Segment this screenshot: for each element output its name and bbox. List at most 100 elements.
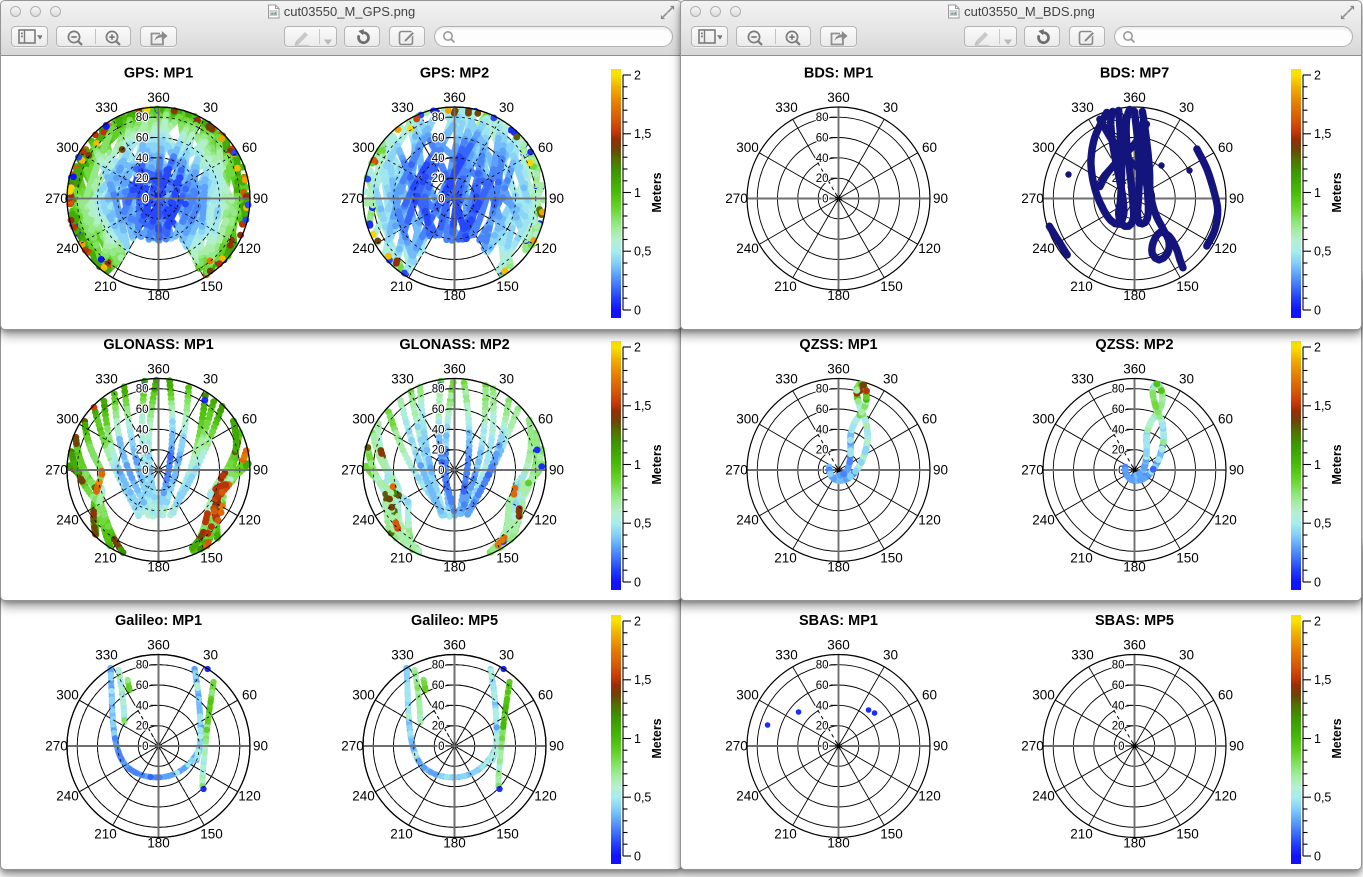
svg-text:300: 300: [352, 688, 375, 703]
svg-text:210: 210: [774, 551, 797, 566]
svg-text:330: 330: [95, 372, 118, 387]
svg-text:150: 150: [880, 551, 903, 566]
svg-text:180: 180: [1123, 836, 1146, 851]
svg-text:30: 30: [883, 648, 898, 663]
svg-text:120: 120: [918, 789, 941, 804]
svg-text:40: 40: [1112, 700, 1125, 712]
svg-text:330: 330: [391, 100, 414, 115]
svg-text:120: 120: [534, 241, 557, 256]
svg-text:0,5: 0,5: [634, 245, 651, 259]
svg-text:0: 0: [142, 465, 148, 477]
svg-text:60: 60: [242, 412, 257, 427]
svg-text:20: 20: [136, 173, 149, 185]
svg-text:GPS: MP2: GPS: MP2: [420, 66, 489, 82]
svg-text:30: 30: [203, 648, 218, 663]
svg-text:270: 270: [45, 463, 68, 478]
svg-text:60: 60: [136, 680, 149, 692]
svg-text:GLONASS: MP1: GLONASS: MP1: [103, 337, 213, 353]
svg-text:150: 150: [200, 551, 223, 566]
svg-text:210: 210: [94, 551, 117, 566]
svg-text:300: 300: [736, 412, 759, 427]
svg-text:0: 0: [822, 741, 828, 753]
svg-text:120: 120: [1214, 513, 1237, 528]
svg-text:2: 2: [1314, 68, 1321, 82]
svg-text:1: 1: [1314, 732, 1321, 746]
svg-text:270: 270: [1021, 739, 1044, 754]
svg-text:0,5: 0,5: [1314, 245, 1331, 259]
svg-text:90: 90: [549, 739, 564, 754]
svg-text:270: 270: [725, 739, 748, 754]
svg-text:2: 2: [1314, 614, 1321, 628]
svg-text:240: 240: [736, 789, 759, 804]
svg-text:80: 80: [1112, 660, 1125, 672]
svg-text:240: 240: [736, 241, 759, 256]
svg-text:60: 60: [816, 404, 829, 416]
svg-text:30: 30: [203, 100, 218, 115]
svg-text:60: 60: [136, 404, 149, 416]
svg-text:300: 300: [1032, 688, 1055, 703]
svg-text:0: 0: [634, 575, 641, 589]
svg-text:Meters: Meters: [650, 718, 664, 758]
svg-text:120: 120: [238, 241, 261, 256]
svg-text:Meters: Meters: [1330, 718, 1344, 758]
svg-text:300: 300: [56, 412, 79, 427]
svg-text:330: 330: [775, 648, 798, 663]
svg-text:60: 60: [922, 412, 937, 427]
svg-text:150: 150: [1176, 279, 1199, 294]
svg-text:300: 300: [352, 140, 375, 155]
svg-text:30: 30: [499, 648, 514, 663]
svg-text:1,5: 1,5: [1314, 127, 1331, 141]
svg-text:180: 180: [827, 288, 850, 303]
svg-text:0,5: 0,5: [634, 517, 651, 531]
svg-text:1,5: 1,5: [1314, 399, 1331, 413]
svg-text:180: 180: [443, 560, 466, 575]
svg-text:330: 330: [95, 100, 118, 115]
svg-text:60: 60: [432, 404, 445, 416]
svg-text:210: 210: [94, 279, 117, 294]
svg-text:300: 300: [1032, 140, 1055, 155]
svg-text:0: 0: [1314, 303, 1321, 317]
svg-text:300: 300: [736, 140, 759, 155]
svg-text:90: 90: [1229, 191, 1244, 206]
svg-text:1: 1: [634, 458, 641, 472]
svg-text:330: 330: [1071, 100, 1094, 115]
svg-text:20: 20: [816, 721, 829, 733]
svg-text:150: 150: [880, 827, 903, 842]
svg-text:240: 240: [736, 513, 759, 528]
svg-text:330: 330: [95, 648, 118, 663]
svg-text:120: 120: [238, 789, 261, 804]
svg-text:Meters: Meters: [650, 172, 664, 212]
svg-text:180: 180: [827, 560, 850, 575]
svg-text:0: 0: [634, 849, 641, 863]
svg-text:360: 360: [827, 638, 850, 653]
svg-text:0: 0: [1118, 465, 1124, 477]
svg-text:60: 60: [538, 412, 553, 427]
svg-text:1,5: 1,5: [634, 673, 651, 687]
svg-text:120: 120: [534, 513, 557, 528]
svg-text:90: 90: [253, 191, 268, 206]
svg-text:2: 2: [1314, 340, 1321, 354]
svg-text:2: 2: [634, 614, 641, 628]
svg-text:80: 80: [432, 384, 445, 396]
svg-text:Meters: Meters: [650, 444, 664, 484]
svg-text:240: 240: [352, 241, 375, 256]
svg-text:180: 180: [443, 288, 466, 303]
svg-text:80: 80: [136, 660, 149, 672]
svg-text:80: 80: [136, 112, 149, 124]
svg-text:GPS: MP1: GPS: MP1: [124, 66, 193, 82]
svg-text:0: 0: [1314, 849, 1321, 863]
svg-text:30: 30: [1179, 372, 1194, 387]
svg-text:60: 60: [1112, 404, 1125, 416]
svg-text:120: 120: [238, 513, 261, 528]
svg-text:360: 360: [443, 362, 466, 377]
svg-text:270: 270: [45, 739, 68, 754]
svg-text:150: 150: [200, 279, 223, 294]
svg-text:210: 210: [1070, 551, 1093, 566]
svg-text:120: 120: [1214, 789, 1237, 804]
svg-text:210: 210: [390, 551, 413, 566]
svg-text:60: 60: [922, 688, 937, 703]
svg-text:360: 360: [147, 638, 170, 653]
svg-text:0: 0: [142, 194, 148, 206]
svg-text:0: 0: [438, 194, 444, 206]
svg-text:1: 1: [634, 732, 641, 746]
